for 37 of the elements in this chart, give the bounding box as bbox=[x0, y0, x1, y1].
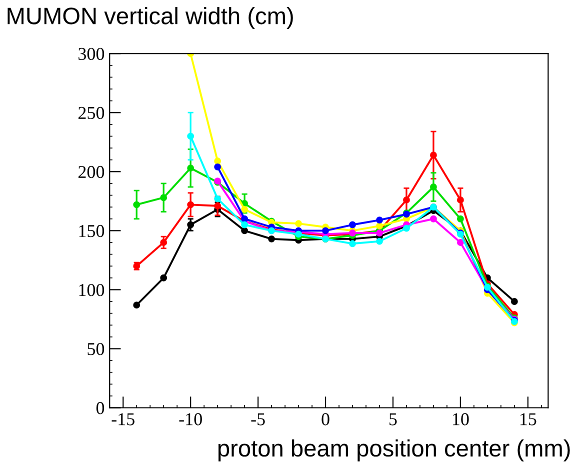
y-tick-label: 150 bbox=[79, 224, 104, 238]
y-tick-label: 100 bbox=[79, 284, 104, 296]
point bbox=[241, 221, 248, 228]
point bbox=[241, 227, 248, 234]
point bbox=[241, 215, 248, 222]
point bbox=[214, 158, 222, 164]
y-tick-label: 300 bbox=[78, 48, 104, 60]
chart-title: MUMON vertical width (cm) bbox=[8, 6, 293, 29]
x-tick-label: 10 bbox=[453, 413, 469, 426]
point bbox=[133, 302, 140, 309]
point bbox=[456, 215, 464, 222]
y-tick-label: 200 bbox=[78, 166, 104, 178]
x-tick-label: -5 bbox=[251, 413, 265, 426]
x-tick-label: 5 bbox=[390, 413, 397, 426]
point bbox=[376, 238, 383, 245]
point bbox=[430, 215, 437, 222]
point bbox=[510, 298, 518, 305]
x-tick-label: -15 bbox=[112, 413, 134, 426]
point bbox=[214, 163, 222, 170]
y-tick-label: 0 bbox=[96, 402, 104, 414]
point bbox=[295, 220, 302, 228]
x-tick-label: 15 bbox=[520, 413, 536, 426]
point bbox=[376, 222, 383, 230]
point bbox=[456, 239, 464, 246]
x-tick-label: 0 bbox=[322, 413, 330, 426]
point bbox=[376, 216, 383, 224]
x-axis-title: proton beam position center (mm) bbox=[218, 439, 570, 462]
point bbox=[403, 224, 410, 232]
point bbox=[322, 227, 329, 234]
point bbox=[349, 240, 356, 248]
point bbox=[376, 230, 383, 237]
y-tick-label: 50 bbox=[88, 342, 104, 356]
x-tick-label: -10 bbox=[179, 413, 202, 426]
point bbox=[268, 235, 276, 242]
y-tick-label: 250 bbox=[78, 106, 104, 120]
point bbox=[160, 274, 168, 282]
point bbox=[349, 221, 356, 228]
